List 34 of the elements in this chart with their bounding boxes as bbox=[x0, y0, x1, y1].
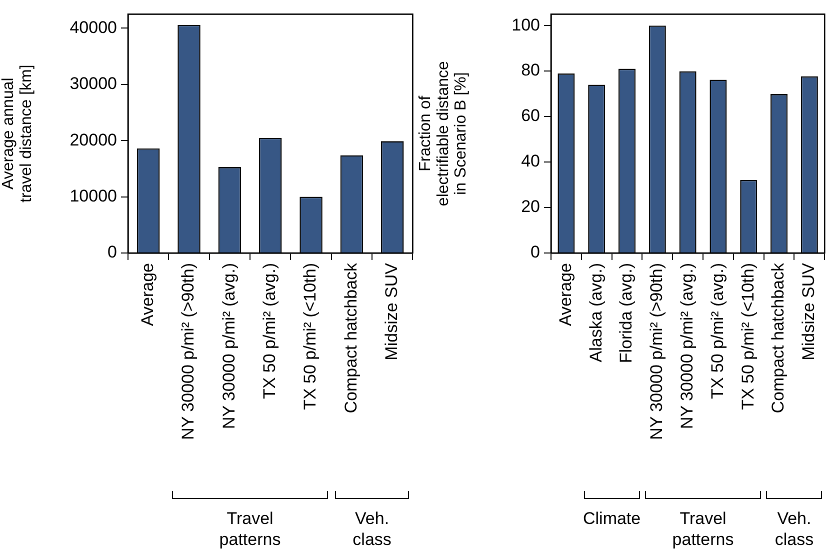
x-tick-label: NY 30000 p/mi² (>90th) bbox=[647, 263, 666, 440]
x-tick-label: NY 30000 p/mi² (avg.) bbox=[219, 263, 238, 429]
y-tick-label: 20 bbox=[521, 197, 540, 216]
y-axis-title: Average annual travel distance [km] bbox=[0, 64, 35, 203]
text: Travel patterns bbox=[671, 508, 735, 550]
y-tick-label: 80 bbox=[521, 60, 540, 80]
x-tick-label: Compact hatchback bbox=[768, 262, 788, 414]
y-tick-label: 30000 bbox=[70, 74, 117, 94]
y-tick-label: 20000 bbox=[70, 130, 117, 150]
y-axis-title: Fraction of electrifiable distance in Scenario B [%] bbox=[417, 61, 470, 206]
text: Climate bbox=[582, 508, 642, 529]
x-tick-label: NY 30000 p/mi² (avg.) bbox=[678, 263, 697, 429]
x-tick-label: TX 50 p/mi² (<10th) bbox=[738, 263, 758, 410]
x-tick-label: TX 50 p/mi² (avg.) bbox=[260, 263, 280, 400]
y-tick-label: 0 bbox=[530, 242, 540, 262]
y-tick-label: 60 bbox=[521, 106, 540, 126]
x-tick-label: Midsize SUV bbox=[799, 262, 818, 360]
text: Veh. class bbox=[352, 508, 392, 550]
y-tick-label: 40000 bbox=[70, 18, 117, 37]
y-tick-label: 100 bbox=[512, 15, 540, 34]
y-tick-label: 40 bbox=[521, 152, 540, 171]
x-tick-label: Alaska (avg.) bbox=[586, 263, 606, 362]
x-tick-label: TX 50 p/mi² (avg.) bbox=[708, 263, 727, 400]
x-tick-label: Midsize SUV bbox=[382, 262, 402, 360]
x-tick-label: Florida (avg.) bbox=[616, 263, 636, 364]
y-tick-label: 10000 bbox=[70, 186, 117, 206]
x-tick-label: Average bbox=[138, 263, 158, 326]
text: Travel patterns bbox=[218, 508, 282, 550]
x-tick-label: Compact hatchback bbox=[341, 262, 360, 414]
text: Veh. class bbox=[774, 508, 815, 550]
x-tick-label: NY 30000 p/mi² (>90th) bbox=[178, 263, 198, 440]
x-tick-label: Average bbox=[556, 263, 575, 326]
x-tick-label: TX 50 p/mi² (<10th) bbox=[300, 263, 320, 410]
y-tick-label: 0 bbox=[108, 242, 117, 262]
